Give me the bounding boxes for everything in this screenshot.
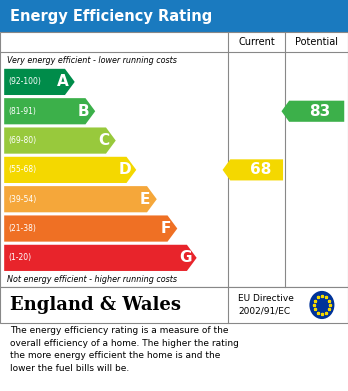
Text: Not energy efficient - higher running costs: Not energy efficient - higher running co…: [7, 275, 177, 284]
Polygon shape: [4, 157, 136, 183]
Bar: [0, 32, 348, 287]
Text: D: D: [118, 162, 131, 178]
Text: 83: 83: [309, 104, 331, 119]
Text: The energy efficiency rating is a measure of the
overall efficiency of a home. T: The energy efficiency rating is a measur…: [10, 326, 239, 373]
Text: F: F: [161, 221, 171, 236]
Text: Current: Current: [238, 37, 275, 47]
Bar: [0, 287, 348, 323]
Polygon shape: [4, 245, 197, 271]
Text: (92-100): (92-100): [8, 77, 41, 86]
Polygon shape: [282, 100, 344, 122]
Text: C: C: [99, 133, 110, 148]
Text: Energy Efficiency Rating: Energy Efficiency Rating: [10, 9, 213, 23]
Polygon shape: [4, 98, 95, 124]
Text: (55-68): (55-68): [8, 165, 37, 174]
Text: (39-54): (39-54): [8, 195, 37, 204]
Text: Potential: Potential: [295, 37, 338, 47]
Text: (1-20): (1-20): [8, 253, 31, 262]
Text: 68: 68: [250, 162, 271, 178]
Text: (81-91): (81-91): [8, 107, 36, 116]
Text: EU Directive
2002/91/EC: EU Directive 2002/91/EC: [238, 294, 294, 316]
Text: Very energy efficient - lower running costs: Very energy efficient - lower running co…: [7, 56, 177, 65]
Polygon shape: [4, 127, 116, 154]
Polygon shape: [223, 160, 283, 181]
Circle shape: [309, 291, 334, 319]
Text: B: B: [78, 104, 89, 119]
Bar: [0, 0, 348, 32]
Text: (69-80): (69-80): [8, 136, 37, 145]
Text: England & Wales: England & Wales: [10, 296, 181, 314]
Text: A: A: [57, 74, 69, 90]
Polygon shape: [4, 215, 177, 242]
Polygon shape: [4, 186, 157, 212]
Text: E: E: [140, 192, 150, 207]
Polygon shape: [4, 69, 75, 95]
Text: G: G: [179, 250, 191, 265]
Text: (21-38): (21-38): [8, 224, 36, 233]
